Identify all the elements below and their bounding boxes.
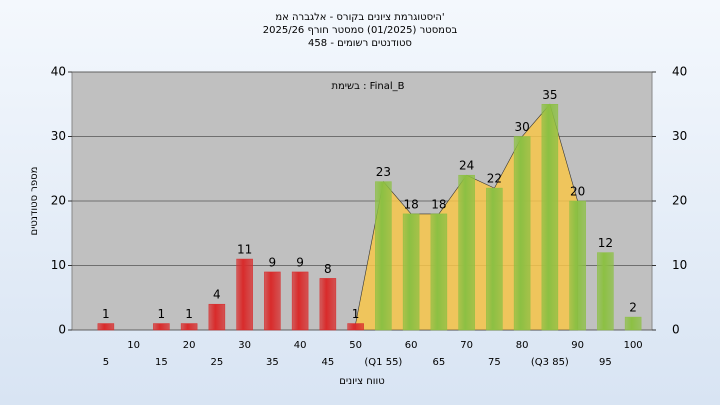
data-label: 23 [376, 165, 391, 179]
data-label: 1 [102, 307, 110, 321]
y-tick-label: 40 [51, 65, 66, 79]
x-tick-label: 70 [460, 340, 473, 351]
bar [597, 252, 614, 331]
bar [541, 104, 559, 331]
y2-tick-label: 20 [672, 194, 687, 208]
data-label: 1 [185, 307, 193, 321]
y-axis-label: מספר סטודנטים [29, 167, 40, 236]
x-tick-label: 100 [624, 340, 643, 351]
title-line: בסמסטר (01/2025) סמסטר חורף 2025/26 [263, 25, 458, 36]
x-tick-label: 25 [211, 357, 224, 368]
bar [208, 303, 226, 331]
x-axis-label: טווח ציונים [339, 376, 384, 387]
data-label: 4 [213, 288, 221, 302]
y-tick-label: 0 [58, 323, 66, 337]
bar [347, 323, 364, 331]
data-label: 18 [431, 197, 446, 211]
bar [375, 181, 392, 331]
x-tick-label: 65 [433, 357, 446, 368]
bar [430, 213, 448, 331]
bar [624, 316, 642, 331]
data-label: 18 [403, 197, 418, 211]
title-line: 458 - סטודנטים רשומים [308, 38, 412, 49]
x-tick-label: 50 [349, 340, 362, 351]
x-tick-label: 10 [127, 340, 140, 351]
data-label: 1 [352, 307, 360, 321]
x-tick-label: (Q3 85) [531, 357, 569, 368]
data-label: 12 [598, 236, 613, 250]
x-tick-label: 15 [155, 357, 168, 368]
data-label: 1 [158, 307, 166, 321]
y2-tick-label: 10 [672, 258, 687, 272]
bar [486, 187, 503, 331]
data-label: 11 [237, 243, 252, 257]
bar [153, 323, 170, 331]
bar [458, 174, 475, 331]
x-tick-label: 75 [488, 357, 501, 368]
x-tick-label: 90 [571, 340, 584, 351]
bar [319, 278, 337, 331]
bar [97, 323, 115, 331]
data-label: 24 [459, 159, 474, 173]
y-tick-label: 20 [51, 194, 66, 208]
y2-tick-label: 30 [672, 129, 687, 143]
x-tick-label: 5 [103, 357, 109, 368]
data-label: 30 [514, 120, 529, 134]
x-tick-label: 30 [238, 340, 251, 351]
data-label: 22 [487, 172, 502, 186]
bar [291, 271, 309, 331]
data-label: 35 [542, 88, 557, 102]
bar [180, 323, 198, 331]
annotation: בשימת : Final_B [331, 81, 404, 92]
bar [513, 136, 531, 331]
y2-tick-label: 40 [672, 65, 687, 79]
x-tick-label: 80 [516, 340, 529, 351]
y-tick-label: 30 [51, 129, 66, 143]
data-label: 9 [296, 255, 304, 269]
data-label: 9 [269, 255, 277, 269]
x-tick-label: 40 [294, 340, 307, 351]
data-label: 2 [629, 301, 637, 315]
x-tick-label: 20 [183, 340, 196, 351]
x-tick-label: 45 [322, 357, 335, 368]
bar [236, 258, 253, 331]
x-tick-label: (Q1 55) [364, 357, 402, 368]
bar [264, 271, 281, 331]
x-tick-label: 95 [599, 357, 612, 368]
y-tick-label: 10 [51, 258, 66, 272]
bar [402, 213, 420, 331]
y2-tick-label: 0 [672, 323, 680, 337]
x-tick-label: 60 [405, 340, 418, 351]
x-tick-label: 35 [266, 357, 279, 368]
title-line: היסטוגרמת ציונים בקורס - אלגברה אמ' [275, 12, 444, 23]
data-label: 20 [570, 185, 585, 199]
bar [569, 200, 586, 331]
data-label: 8 [324, 262, 332, 276]
